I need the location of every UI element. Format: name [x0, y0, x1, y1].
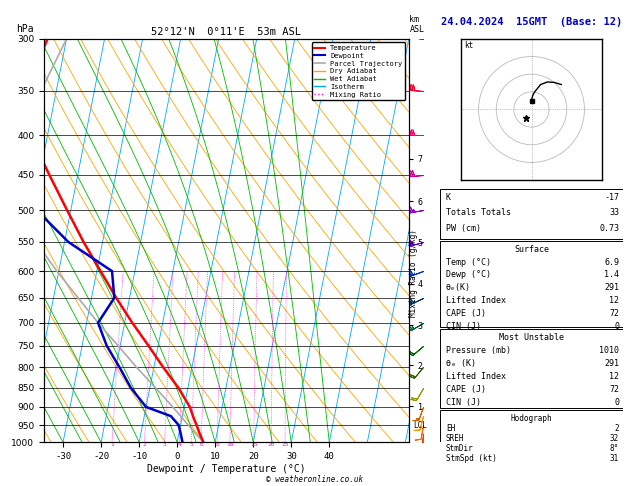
Text: 12: 12	[609, 296, 619, 305]
Text: -17: -17	[604, 193, 619, 202]
Text: © weatheronline.co.uk: © weatheronline.co.uk	[266, 474, 363, 484]
Text: StmSpd (kt): StmSpd (kt)	[446, 454, 497, 463]
Text: 32: 32	[610, 434, 619, 443]
Text: 72: 72	[609, 309, 619, 318]
Text: 33: 33	[609, 208, 619, 217]
Text: 8°: 8°	[610, 444, 619, 453]
Text: 72: 72	[609, 385, 619, 394]
Text: Dewp (°C): Dewp (°C)	[446, 270, 491, 279]
Text: 12: 12	[609, 372, 619, 381]
Text: 1: 1	[110, 442, 114, 447]
Text: EH: EH	[446, 424, 455, 433]
Text: 3: 3	[163, 442, 167, 447]
Title: 52°12'N  0°11'E  53m ASL: 52°12'N 0°11'E 53m ASL	[152, 27, 301, 37]
Text: Lifted Index: Lifted Index	[446, 372, 506, 381]
Text: Pressure (mb): Pressure (mb)	[446, 346, 511, 355]
Text: θₑ (K): θₑ (K)	[446, 359, 476, 368]
Text: hPa: hPa	[16, 24, 33, 34]
Text: 4: 4	[177, 442, 181, 447]
Text: LCL: LCL	[413, 420, 427, 430]
Text: 8: 8	[215, 442, 219, 447]
Text: Mixing Ratio (g/kg): Mixing Ratio (g/kg)	[409, 229, 418, 317]
Text: 6.9: 6.9	[604, 258, 619, 266]
Bar	[440, 330, 623, 408]
Text: 20: 20	[267, 442, 275, 447]
Bar	[440, 189, 623, 239]
Text: CIN (J): CIN (J)	[446, 398, 481, 407]
Text: Surface: Surface	[514, 244, 549, 254]
Text: Totals Totals: Totals Totals	[446, 208, 511, 217]
Text: km
ASL: km ASL	[409, 15, 425, 34]
Text: 0: 0	[614, 322, 619, 331]
Text: PW (cm): PW (cm)	[446, 224, 481, 233]
Text: CAPE (J): CAPE (J)	[446, 309, 486, 318]
Text: 24.04.2024  15GMT  (Base: 12): 24.04.2024 15GMT (Base: 12)	[441, 17, 622, 27]
Legend: Temperature, Dewpoint, Parcel Trajectory, Dry Adiabat, Wet Adiabat, Isotherm, Mi: Temperature, Dewpoint, Parcel Trajectory…	[311, 42, 405, 100]
Text: 5: 5	[189, 442, 193, 447]
Bar	[440, 410, 623, 442]
Text: 6: 6	[199, 442, 203, 447]
Text: Lifted Index: Lifted Index	[446, 296, 506, 305]
Text: 10: 10	[226, 442, 233, 447]
Text: 31: 31	[610, 454, 619, 463]
Text: 25: 25	[281, 442, 289, 447]
Text: 1.4: 1.4	[604, 270, 619, 279]
Bar	[440, 241, 623, 327]
X-axis label: Dewpoint / Temperature (°C): Dewpoint / Temperature (°C)	[147, 464, 306, 474]
Text: StmDir: StmDir	[446, 444, 474, 453]
Text: SREH: SREH	[446, 434, 464, 443]
Text: 2: 2	[143, 442, 147, 447]
Text: Hodograph: Hodograph	[511, 414, 552, 423]
Text: 15: 15	[250, 442, 257, 447]
Text: Temp (°C): Temp (°C)	[446, 258, 491, 266]
Text: CAPE (J): CAPE (J)	[446, 385, 486, 394]
Text: CIN (J): CIN (J)	[446, 322, 481, 331]
Text: 0: 0	[614, 398, 619, 407]
Text: 1010: 1010	[599, 346, 619, 355]
Text: θₑ(K): θₑ(K)	[446, 283, 470, 292]
Text: 0.73: 0.73	[599, 224, 619, 233]
Text: 291: 291	[604, 283, 619, 292]
Text: K: K	[446, 193, 451, 202]
Text: Most Unstable: Most Unstable	[499, 333, 564, 342]
Text: 291: 291	[604, 359, 619, 368]
Text: kt: kt	[464, 41, 474, 50]
Text: 2: 2	[615, 424, 619, 433]
